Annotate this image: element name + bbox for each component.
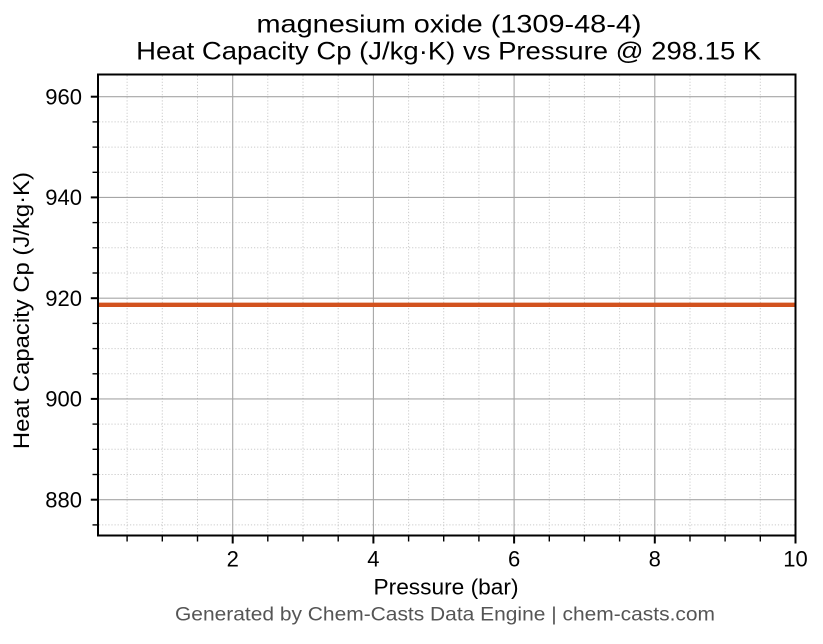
svg-text:880: 880 (45, 487, 82, 512)
svg-text:900: 900 (45, 387, 82, 412)
svg-text:magnesium oxide (1309-48-4): magnesium oxide (1309-48-4) (257, 11, 642, 39)
svg-text:940: 940 (45, 185, 82, 210)
svg-text:4: 4 (367, 547, 379, 572)
svg-text:960: 960 (45, 84, 82, 109)
svg-text:Heat Capacity Cp (J/kg·K) vs P: Heat Capacity Cp (J/kg·K) vs Pressure @ … (136, 38, 761, 66)
svg-text:8: 8 (649, 547, 661, 572)
svg-text:Heat Capacity Cp (J/kg·K): Heat Capacity Cp (J/kg·K) (9, 172, 34, 449)
svg-text:920: 920 (45, 286, 82, 311)
svg-text:6: 6 (508, 547, 520, 572)
svg-text:2: 2 (227, 547, 239, 572)
svg-text:10: 10 (783, 547, 807, 572)
svg-text:Pressure (bar): Pressure (bar) (374, 575, 519, 600)
svg-text:Generated by Chem-Casts Data E: Generated by Chem-Casts Data Engine | ch… (175, 604, 715, 626)
